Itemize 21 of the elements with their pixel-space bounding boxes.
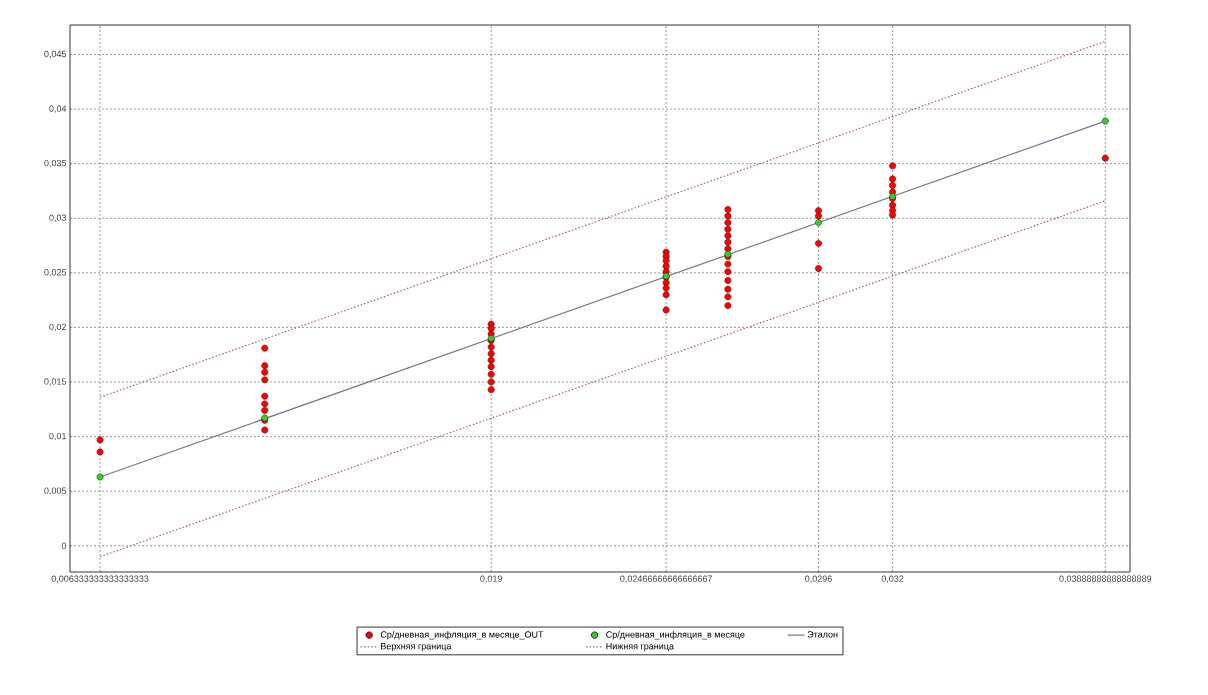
y-tick-label: 0,03 [49,214,67,222]
y-tick-label: 0 [61,542,67,549]
legend-label: Ср/дневная_инфляция_в месяце_OUT [380,631,544,640]
x-tick-label: 0,02466666666666667 [620,575,712,583]
x-tick-label: 0,03888888888888889 [1059,575,1152,583]
x-tick-label: 0,019 [480,575,503,583]
y-tick-label: 0,005 [44,487,67,495]
y-tick-label: 0,015 [44,378,67,386]
x-tick-label: 0,032 [881,575,904,583]
x-tick-label: 0,006333333333333333 [51,575,149,583]
y-tick-label: 0,035 [44,159,67,168]
y-tick-label: 0,04 [49,105,67,113]
legend-label: Ср/дневная_инфляция_в месяце [606,631,745,640]
legend-label: Эталон [807,631,838,638]
x-tick-label: 0,0296 [805,575,832,583]
legend-label: Верхняя граница [381,643,452,652]
y-tick-label: 0,02 [49,323,67,332]
y-tick-label: 0,045 [44,50,67,59]
legend-label: Нижняя граница [606,643,674,652]
y-tick-label: 0,025 [44,269,67,277]
y-tick-label: 0,01 [49,432,67,441]
